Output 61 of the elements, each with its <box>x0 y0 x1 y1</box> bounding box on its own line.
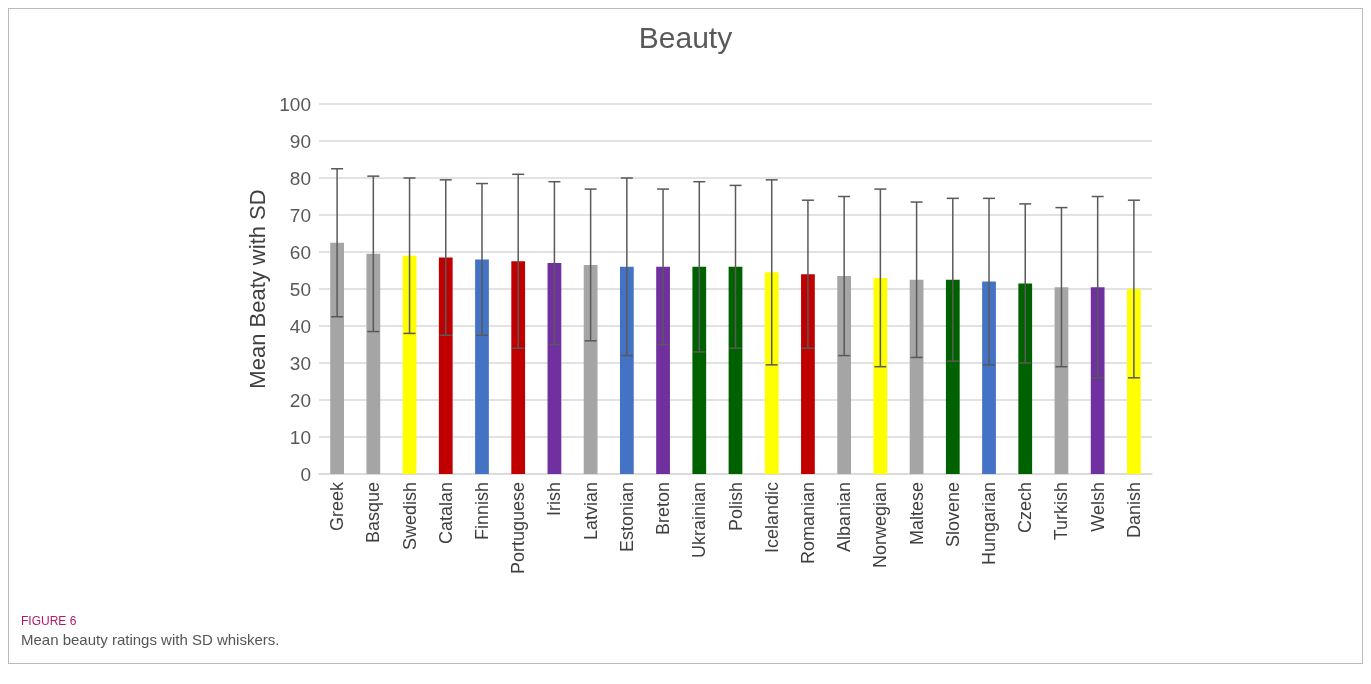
x-tick-label: Latvian <box>580 482 601 541</box>
bar <box>801 274 815 474</box>
y-tick-label: 60 <box>289 241 311 263</box>
bar <box>656 266 670 474</box>
y-tick-label: 10 <box>289 426 311 448</box>
bar <box>475 259 489 474</box>
bar <box>728 266 743 474</box>
x-tick-label: Danish <box>1123 482 1144 539</box>
text: Mean beauty ratings with SD whiskers. <box>21 631 281 648</box>
x-tick-label: Irish <box>544 482 565 517</box>
bar <box>330 242 344 474</box>
bar <box>619 266 634 474</box>
x-tick-label: Catalan <box>435 482 456 545</box>
x-tick-label: Romanian <box>797 482 818 565</box>
bar <box>1054 287 1069 474</box>
chart-title: Beauty <box>638 20 733 54</box>
caption: FIGURE 6 <box>21 614 78 628</box>
x-tick-label: Finnish <box>471 482 492 541</box>
bar <box>402 255 417 474</box>
y-tick-label: 90 <box>289 130 311 152</box>
bar <box>511 261 526 474</box>
x-tick-label: Polish <box>725 482 746 532</box>
bar <box>837 276 852 474</box>
x-tick-label: Swedish <box>399 482 420 551</box>
y-tick-label: 20 <box>289 389 311 411</box>
x-tick-label: Welsh <box>1087 482 1108 532</box>
y-tick-label: 40 <box>289 315 311 337</box>
bar <box>982 281 996 474</box>
y-tick-label: 30 <box>289 352 311 374</box>
x-tick-label: Norwegian <box>870 482 891 569</box>
x-tick-label: Turkish <box>1051 482 1072 541</box>
y-axis-title: Mean Beaty with SD <box>244 189 270 389</box>
bar <box>583 264 598 474</box>
bar <box>873 277 888 474</box>
x-tick-label: Estonian <box>616 482 637 553</box>
x-tick-label: Greek <box>327 481 348 532</box>
x-tick-label: Czech <box>1015 482 1036 534</box>
bar <box>1127 289 1141 474</box>
bar <box>366 253 381 474</box>
y-tick-label: 0 <box>300 463 311 485</box>
bar <box>909 279 924 474</box>
y-tick-label: 50 <box>289 278 311 300</box>
x-tick-label: Basque <box>363 482 384 544</box>
x-tick-label: Hungarian <box>979 482 1000 566</box>
y-tick-label: 70 <box>289 204 311 226</box>
y-tick-label: 80 <box>289 167 311 189</box>
x-tick-label: Maltese <box>906 482 927 546</box>
bar <box>1090 287 1105 474</box>
bar <box>1018 283 1033 474</box>
bar <box>438 257 453 474</box>
bar <box>945 279 960 474</box>
bar <box>692 266 707 474</box>
x-tick-label: Slovene <box>942 482 963 548</box>
x-tick-label: Albanian <box>834 482 855 553</box>
y-tick-label: 100 <box>279 93 311 115</box>
x-tick-label: Breton <box>653 482 674 536</box>
x-tick-label: Ukrainian <box>689 482 710 559</box>
bar <box>547 263 562 474</box>
x-tick-label: Portuguese <box>508 482 529 575</box>
x-tick-label: Icelandic <box>761 482 782 554</box>
bar <box>764 272 779 474</box>
